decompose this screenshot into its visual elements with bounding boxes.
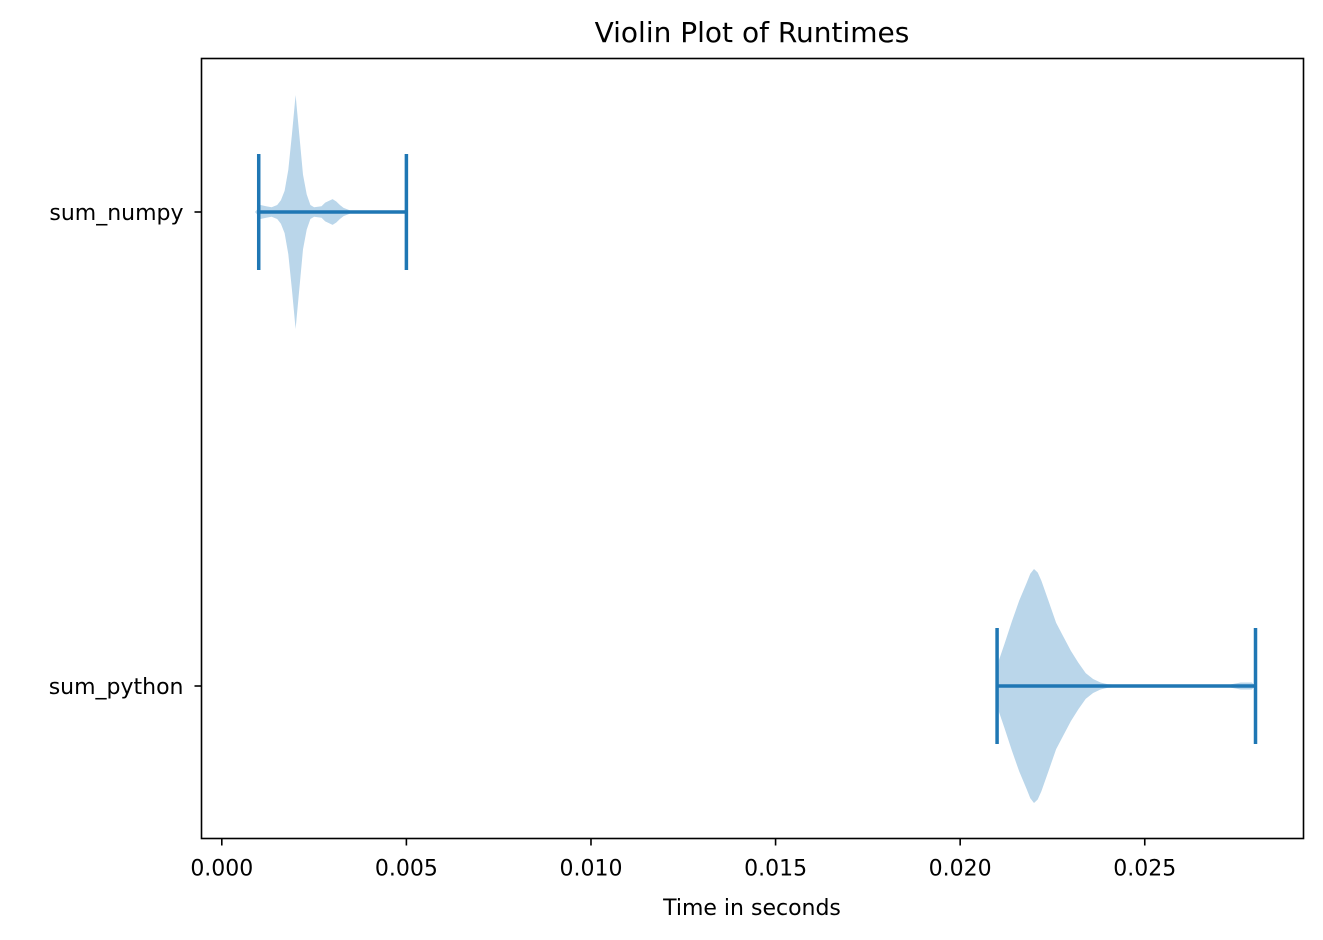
chart-title: Violin Plot of Runtimes — [595, 16, 910, 49]
x-tick-label: 0.005 — [375, 857, 438, 882]
x-tick-label: 0.025 — [1113, 857, 1176, 882]
y-tick-label: sum_python — [49, 675, 184, 700]
x-axis-label: Time in seconds — [662, 896, 841, 921]
plot-frame — [200, 57, 1305, 840]
x-tick-label: 0.000 — [190, 857, 253, 882]
x-axis: 0.000 0.005 0.010 0.015 0.020 0.025 — [190, 838, 1176, 882]
x-tick-label: 0.020 — [929, 857, 992, 882]
y-tick-label: sum_numpy — [49, 201, 183, 226]
y-axis: sum_numpy sum_python — [49, 201, 202, 700]
range-lines-group — [256, 154, 1258, 744]
x-tick-label: 0.015 — [744, 857, 807, 882]
x-tick-label: 0.010 — [559, 857, 622, 882]
